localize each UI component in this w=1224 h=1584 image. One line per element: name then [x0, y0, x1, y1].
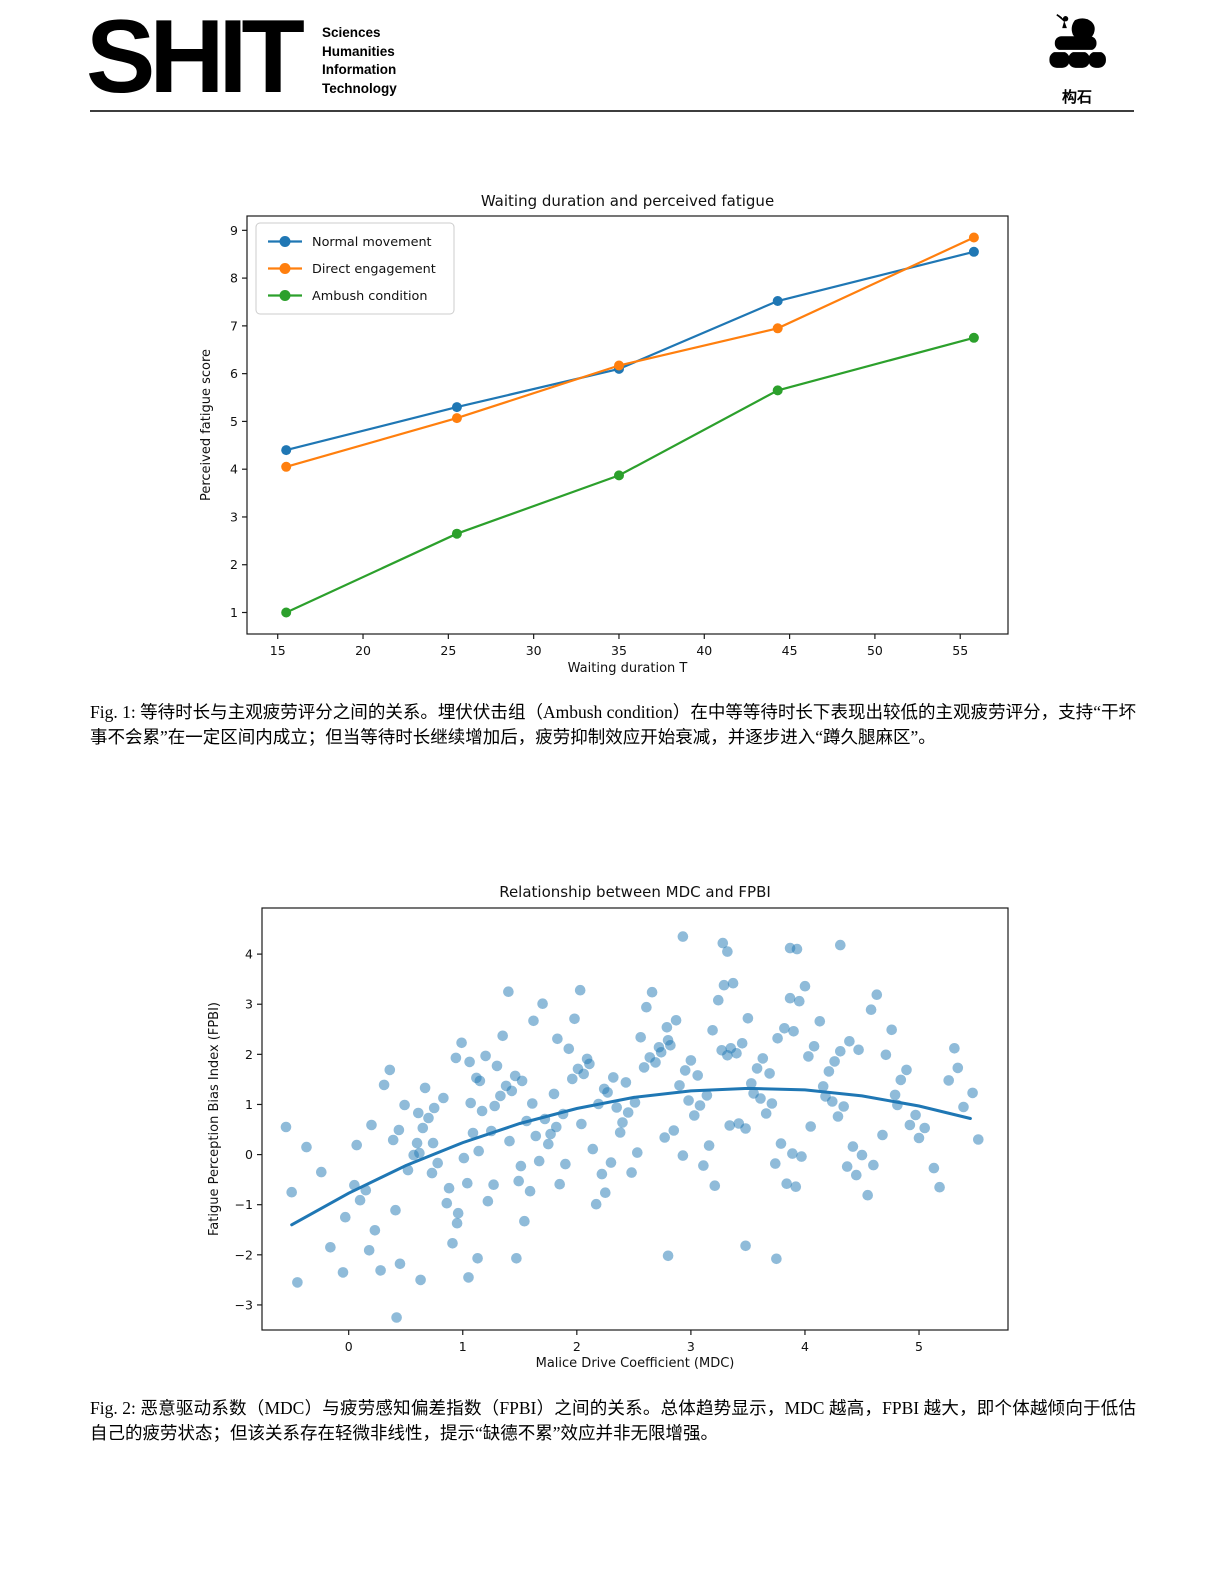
legend-label: Direct engagement	[312, 262, 436, 277]
x-tick-label: 25	[440, 643, 456, 658]
x-tick-label: 1	[459, 1339, 467, 1354]
data-point	[281, 445, 292, 456]
x-axis-label: Waiting duration T	[568, 661, 688, 676]
y-tick-label: 2	[230, 557, 238, 572]
plot-frame	[261, 907, 1009, 1331]
chart-title: Waiting duration and perceived fatigue	[481, 192, 774, 210]
data-point	[772, 323, 783, 334]
x-tick-label: 45	[782, 643, 798, 658]
y-tick-label: 8	[230, 271, 238, 286]
x-tick-label: 55	[952, 643, 968, 658]
data-point	[614, 470, 624, 481]
y-tick-label: 4	[230, 462, 238, 477]
data-point	[451, 413, 462, 424]
data-point	[968, 332, 979, 343]
y-tick-label: 5	[230, 414, 238, 429]
chart-title: Relationship between MDC and FPBI	[499, 883, 771, 901]
y-tick-label: 0	[245, 1147, 253, 1162]
x-tick-label: 4	[801, 1339, 809, 1354]
legend-marker-dot	[279, 263, 291, 274]
y-axis-label: Fatigue Perception Bias Index (FPBI)	[207, 1002, 222, 1236]
x-tick-label: 30	[526, 643, 542, 658]
x-tick-label: 2	[573, 1339, 581, 1354]
tagline-line: Sciences	[322, 25, 381, 40]
data-point	[968, 246, 979, 257]
y-tick-label: 1	[245, 1097, 253, 1112]
journal-logo: SHIT	[86, 0, 305, 115]
data-point	[281, 607, 292, 618]
x-tick-label: 50	[867, 643, 883, 658]
fig2-scatter-chart: Relationship between MDC and FPBI Malice …	[207, 883, 1009, 1371]
legend-box	[255, 222, 455, 315]
x-axis-label: Malice Drive Coefficient (MDC)	[536, 1356, 735, 1371]
trend-line	[290, 1086, 972, 1227]
legend-label: Normal movement	[312, 235, 432, 250]
y-tick-label: 1	[230, 605, 238, 620]
y-axis-label: Perceived fatigue score	[199, 349, 214, 501]
y-tick-label: −3	[235, 1297, 253, 1312]
stone-logo-label: 构石	[1061, 89, 1092, 106]
x-tick-label: 40	[696, 643, 712, 658]
scatter-points	[280, 931, 984, 1323]
legend-marker-dot	[279, 290, 291, 301]
x-tick-label: 3	[687, 1339, 695, 1354]
x-tick-label: 5	[915, 1339, 923, 1354]
data-point	[451, 402, 462, 413]
x-tick-label: 15	[270, 643, 286, 658]
tagline-line: Technology	[322, 80, 397, 96]
x-tick-label: 35	[611, 643, 627, 658]
journal-tagline: Sciences Humanities Information Technolo…	[322, 24, 397, 98]
series-line	[285, 336, 975, 614]
data-point	[451, 528, 462, 539]
legend: Normal movement Direct engagement Ambush c…	[255, 222, 455, 315]
tagline-line: Information	[322, 62, 397, 77]
data-point	[772, 296, 783, 306]
data-point	[281, 461, 292, 472]
x-tick-label: 20	[355, 643, 371, 658]
legend-label: Ambush condition	[312, 289, 427, 304]
x-tick-label: 0	[345, 1339, 353, 1354]
y-tick-label: −1	[235, 1197, 253, 1212]
fig1-caption: Fig. 1: 等待时长与主观疲劳评分之间的关系。埋伏伏击组（Ambush co…	[90, 702, 1136, 747]
header-divider	[90, 110, 1134, 112]
y-tick-label: 3	[230, 509, 238, 524]
y-tick-label: 2	[245, 1047, 253, 1062]
legend-marker-dot	[279, 236, 291, 247]
data-point	[614, 360, 624, 371]
y-tick-label: 4	[245, 947, 253, 962]
y-tick-label: 7	[230, 318, 238, 333]
data-point	[968, 232, 979, 243]
y-tick-label: 3	[245, 997, 253, 1012]
tagline-line: Humanities	[322, 43, 395, 59]
fig1-line-chart: Waiting duration and perceived fatigue Wa…	[199, 192, 1009, 676]
y-tick-label: −2	[235, 1247, 253, 1262]
plot-frame	[246, 215, 1009, 635]
y-tick-label: 6	[230, 366, 238, 381]
stone-pile-icon	[1049, 14, 1106, 68]
fig2-caption: Fig. 2: 恶意驱动系数（MDC）与疲劳感知偏差指数（FPBI）之间的关系。…	[90, 1398, 1137, 1443]
data-point	[772, 385, 783, 396]
y-tick-label: 9	[230, 223, 238, 238]
